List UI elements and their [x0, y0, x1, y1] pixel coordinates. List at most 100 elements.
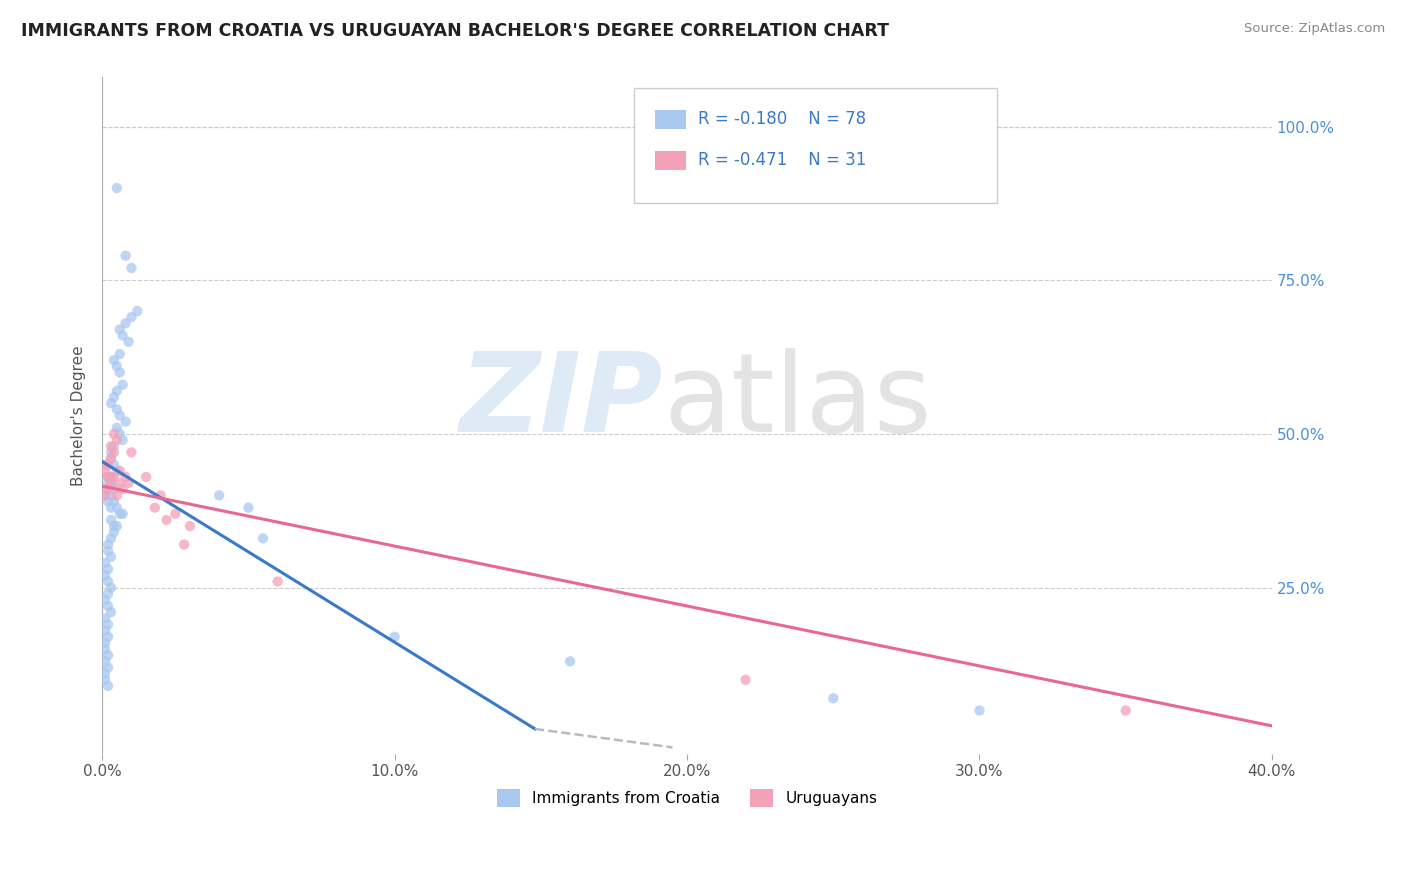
- Point: [111, 377, 134, 392]
- Point: [94, 624, 117, 638]
- Point: [97, 537, 120, 551]
- Text: Source: ZipAtlas.com: Source: ZipAtlas.com: [1244, 22, 1385, 36]
- Y-axis label: Bachelor's Degree: Bachelor's Degree: [72, 345, 86, 486]
- Point: [105, 359, 128, 374]
- Point: [94, 673, 117, 687]
- Point: [108, 426, 131, 441]
- Point: [97, 562, 120, 576]
- Point: [97, 630, 120, 644]
- Point: [100, 500, 122, 515]
- Point: [165, 507, 187, 521]
- Point: [103, 353, 125, 368]
- Point: [103, 482, 125, 496]
- Point: [103, 519, 125, 533]
- Point: [100, 470, 122, 484]
- Point: [97, 574, 120, 589]
- Point: [103, 390, 125, 404]
- Text: ZIP: ZIP: [460, 349, 664, 456]
- Point: [1115, 704, 1137, 718]
- FancyBboxPatch shape: [655, 111, 686, 129]
- Point: [127, 304, 149, 318]
- Point: [105, 402, 128, 417]
- Point: [252, 532, 274, 546]
- Point: [238, 500, 260, 515]
- Point: [94, 666, 117, 681]
- FancyBboxPatch shape: [655, 151, 686, 170]
- Point: [103, 525, 125, 540]
- Point: [103, 470, 125, 484]
- Point: [120, 310, 142, 325]
- Point: [105, 519, 128, 533]
- Point: [100, 532, 122, 546]
- Point: [94, 488, 117, 502]
- Point: [111, 482, 134, 496]
- Point: [114, 316, 136, 330]
- Point: [111, 433, 134, 447]
- Point: [135, 470, 157, 484]
- Point: [108, 366, 131, 380]
- Point: [94, 592, 117, 607]
- Point: [108, 322, 131, 336]
- Point: [100, 513, 122, 527]
- Point: [94, 611, 117, 625]
- Point: [97, 679, 120, 693]
- Point: [97, 648, 120, 663]
- Point: [103, 445, 125, 459]
- Point: [94, 464, 117, 478]
- Point: [266, 574, 288, 589]
- Point: [105, 464, 128, 478]
- Point: [114, 415, 136, 429]
- Point: [103, 426, 125, 441]
- FancyBboxPatch shape: [634, 87, 997, 202]
- Point: [105, 500, 128, 515]
- Point: [117, 476, 139, 491]
- Point: [143, 500, 166, 515]
- Text: atlas: atlas: [664, 349, 932, 456]
- Point: [94, 556, 117, 570]
- Point: [823, 691, 845, 706]
- Point: [108, 476, 131, 491]
- Point: [734, 673, 756, 687]
- Point: [208, 488, 231, 502]
- Point: [105, 421, 128, 435]
- Point: [120, 260, 142, 275]
- Legend: Immigrants from Croatia, Uruguayans: Immigrants from Croatia, Uruguayans: [491, 782, 883, 814]
- Point: [97, 476, 120, 491]
- Point: [100, 476, 122, 491]
- Point: [969, 704, 991, 718]
- Point: [558, 654, 581, 668]
- Point: [111, 507, 134, 521]
- Point: [97, 543, 120, 558]
- Point: [108, 464, 131, 478]
- Point: [97, 482, 120, 496]
- Point: [97, 660, 120, 674]
- Point: [100, 451, 122, 466]
- Point: [105, 488, 128, 502]
- Point: [105, 181, 128, 195]
- Point: [94, 636, 117, 650]
- Point: [97, 494, 120, 508]
- Point: [100, 605, 122, 619]
- Text: IMMIGRANTS FROM CROATIA VS URUGUAYAN BACHELOR'S DEGREE CORRELATION CHART: IMMIGRANTS FROM CROATIA VS URUGUAYAN BAC…: [21, 22, 889, 40]
- Point: [100, 439, 122, 453]
- Point: [100, 549, 122, 564]
- Point: [100, 451, 122, 466]
- Text: R = -0.180    N = 78: R = -0.180 N = 78: [697, 111, 866, 128]
- Point: [100, 581, 122, 595]
- Point: [100, 476, 122, 491]
- Point: [94, 568, 117, 582]
- Point: [97, 470, 120, 484]
- Point: [100, 396, 122, 410]
- Point: [108, 347, 131, 361]
- Point: [103, 494, 125, 508]
- Point: [100, 445, 122, 459]
- Point: [97, 482, 120, 496]
- Point: [94, 458, 117, 472]
- Point: [179, 519, 201, 533]
- Point: [108, 409, 131, 423]
- Point: [94, 642, 117, 657]
- Point: [97, 599, 120, 613]
- Point: [117, 334, 139, 349]
- Point: [111, 328, 134, 343]
- Point: [100, 470, 122, 484]
